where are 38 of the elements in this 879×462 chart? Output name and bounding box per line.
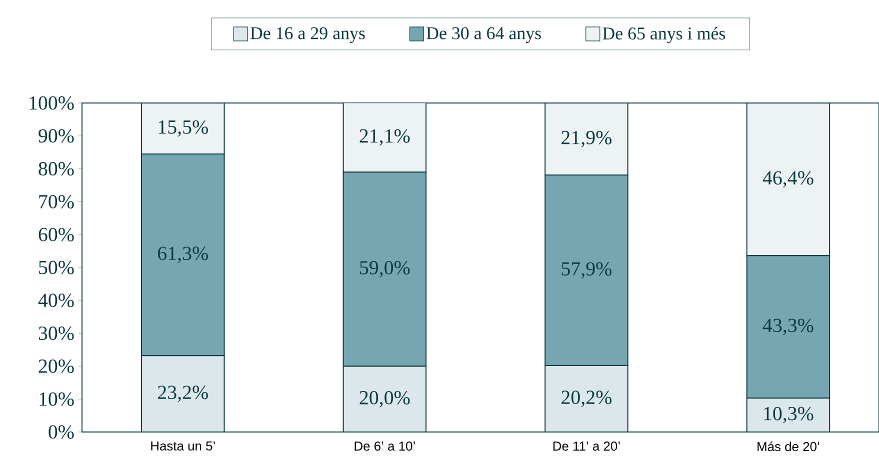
data-label: 21,1% [360, 129, 410, 146]
bar [342, 366, 427, 432]
data-label: 15,5% [158, 120, 208, 137]
data-label: 46,4% [762, 171, 814, 188]
y-tick-label: 20% [38, 359, 74, 373]
bar [544, 102, 628, 176]
bar [141, 355, 225, 432]
bar [342, 102, 427, 173]
bar [141, 102, 225, 154]
y-tick-label: 40% [38, 294, 74, 308]
y-tick-label: 60% [38, 228, 74, 242]
data-label: 23,2% [158, 386, 208, 402]
x-tick-label: Más de 20’ [758, 442, 820, 452]
data-label: 10,3% [764, 406, 814, 424]
data-label: 59,0% [360, 260, 410, 278]
data-label: 20,0% [360, 390, 410, 408]
bar [746, 398, 830, 432]
data-label: 57,9% [562, 262, 612, 278]
x-tick-label: Hasta un 5’ [151, 442, 215, 451]
y-tick-label: 30% [38, 326, 74, 340]
y-tick-label: 90% [38, 129, 74, 143]
data-label: 20,2% [562, 390, 612, 407]
y-tick-label: 10% [40, 392, 74, 406]
x-tick-label: De 6’ a 10’ [354, 442, 415, 451]
y-tick-label: 50% [39, 260, 74, 274]
legend-label: De 16 a 29 anys [250, 27, 365, 43]
bar [746, 102, 830, 256]
y-tick-label: 80% [38, 162, 74, 176]
y-tick-label: 100% [30, 96, 74, 110]
data-label: 61,3% [158, 246, 208, 263]
data-label: 21,9% [562, 130, 612, 148]
y-tick-label: 0% [48, 425, 74, 439]
data-label: 43,3% [762, 318, 814, 336]
x-tick-label: De 11’ a 20’ [553, 442, 620, 451]
bar [544, 365, 628, 432]
legend-label: De 30 a 64 anys [426, 27, 541, 43]
y-tick-label: 70% [39, 194, 74, 208]
legend-label: De 65 anys i més [602, 26, 726, 44]
